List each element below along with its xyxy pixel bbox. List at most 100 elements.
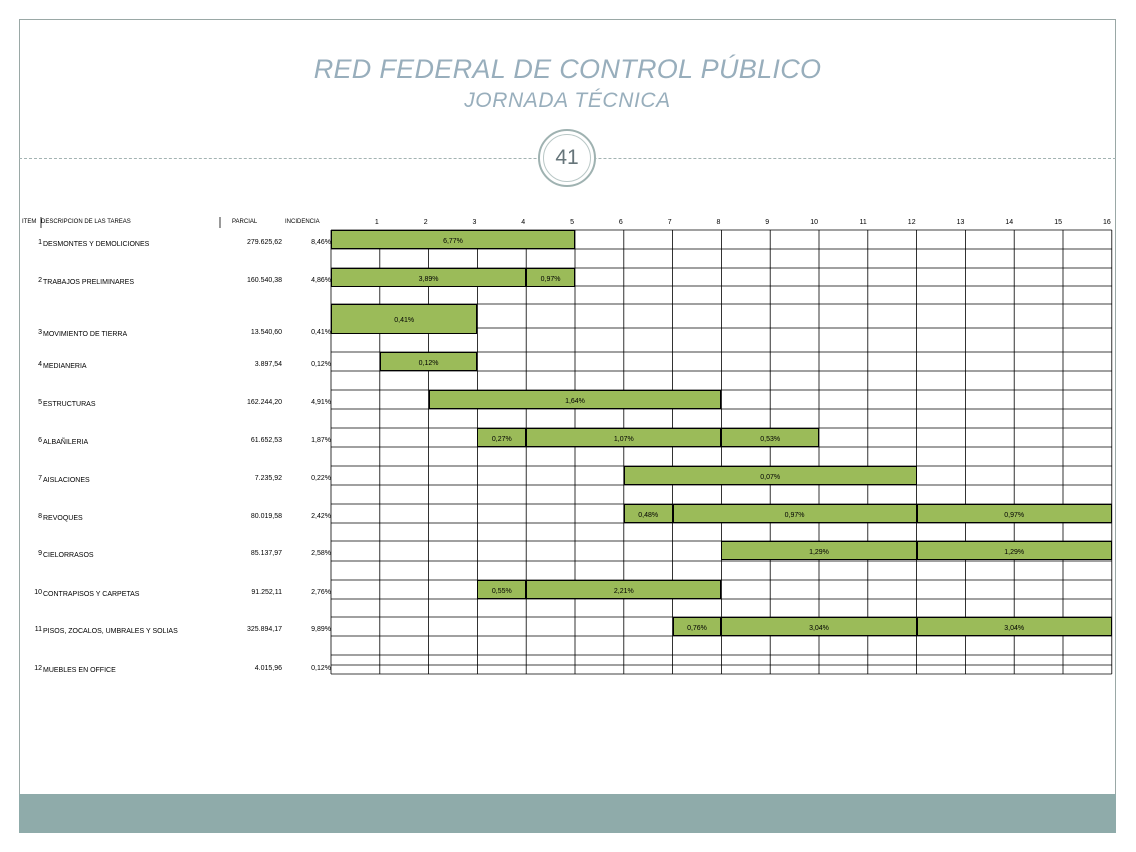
row-partial: 325.894,17 <box>246 626 282 633</box>
header-period: 12 <box>907 219 916 226</box>
gantt-bar-label: 6,77% <box>443 237 463 245</box>
gantt-bar-label: 0,76% <box>687 624 707 632</box>
row-incidence: 2,58% <box>311 550 331 557</box>
slide-subtitle: JORNADA TÉCNICA <box>464 89 671 112</box>
gantt-bar <box>331 304 478 334</box>
row-incidence: 2,76% <box>311 589 331 596</box>
header-partial: PARCIAL <box>232 219 258 225</box>
gantt-bar-label: 2,21% <box>613 587 634 595</box>
gantt-bar-label: 0,97% <box>784 511 805 519</box>
row-item-number: 5 <box>38 399 42 406</box>
gantt-bar-label: 0,07% <box>760 473 781 481</box>
gantt-bar-label: 3,89% <box>418 275 439 283</box>
header-period: 6 <box>618 219 623 226</box>
gantt-bar <box>721 428 819 447</box>
row-item-number: 8 <box>38 513 42 520</box>
gantt-bar-label: 0,97% <box>540 275 561 283</box>
header-period: 13 <box>956 219 965 226</box>
header-description: DESCRIPCION DE LAS TAREAS <box>41 219 131 225</box>
gantt-bar <box>916 617 1112 636</box>
footer-bar <box>19 794 1116 833</box>
header-period: 8 <box>716 219 721 226</box>
header-period: 4 <box>521 219 526 226</box>
row-partial: 85.137,97 <box>250 550 282 557</box>
row-partial: 162.244,20 <box>246 399 282 406</box>
row-description: PISOS, ZOCALOS, UMBRALES Y SOLIAS <box>43 628 178 635</box>
gantt-bar <box>379 352 478 371</box>
row-incidence: 8,46% <box>311 239 331 246</box>
row-partial: 61.652,53 <box>250 437 282 444</box>
row-item-number: 2 <box>38 277 42 284</box>
gantt-bar-label: 0,55% <box>491 587 512 595</box>
row-partial: 7.235,92 <box>254 475 282 482</box>
gantt-bar-label: 0,12% <box>418 359 439 367</box>
header-period: 14 <box>1005 219 1014 226</box>
row-item-number: 4 <box>38 361 42 368</box>
row-description: ESTRUCTURAS <box>43 401 96 408</box>
gantt-bar <box>721 617 917 636</box>
row-description: MEDIANERIA <box>43 363 87 370</box>
row-partial: 80.019,58 <box>250 513 282 520</box>
row-item-number: 3 <box>38 329 42 336</box>
row-incidence: 0,41% <box>311 329 331 336</box>
header-period: 1 <box>374 219 379 226</box>
gantt-bar-label: 1,07% <box>613 435 634 443</box>
header-period: 11 <box>859 219 867 226</box>
row-item-number: 6 <box>38 437 42 444</box>
header-incidence: INCIDENCIA <box>285 219 320 225</box>
row-incidence: 1,87% <box>311 437 331 444</box>
gantt-bar <box>428 390 722 409</box>
gantt-bar <box>672 504 917 523</box>
row-incidence: 4,91% <box>311 399 331 406</box>
header-period: 7 <box>667 219 672 226</box>
row-partial: 91.252,11 <box>251 589 282 596</box>
gantt-bar <box>331 268 527 287</box>
gantt-bar <box>672 617 722 636</box>
page-number: 41 <box>543 134 591 182</box>
gantt-bar <box>331 230 575 249</box>
row-description: MUEBLES EN OFFICE <box>43 667 116 674</box>
row-description: CIELORRASOS <box>43 552 94 559</box>
header-item: ITEM <box>22 219 37 225</box>
gantt-bar <box>526 580 722 599</box>
gantt-bar-label: 0,41% <box>394 317 415 324</box>
row-item-number: 9 <box>38 550 42 557</box>
gantt-bar-label: 3,04% <box>809 624 829 632</box>
gantt-bar-label: 0,27% <box>491 435 512 443</box>
header-period: 10 <box>810 219 818 226</box>
gantt-bar <box>916 541 1112 560</box>
row-item-number: 7 <box>38 475 42 482</box>
row-description: TRABAJOS PRELIMINARES <box>43 279 135 286</box>
row-partial: 3.897,54 <box>254 361 282 368</box>
gantt-bar <box>477 580 527 599</box>
slide-title: RED FEDERAL DE CONTROL PÚBLICO <box>313 54 822 84</box>
gantt-bar <box>526 428 722 447</box>
header-period: 5 <box>570 219 574 226</box>
gantt-bar-label: 1,29% <box>1004 548 1025 556</box>
row-incidence: 2,42% <box>311 513 331 520</box>
header-period: 15 <box>1054 219 1062 226</box>
row-description: AISLACIONES <box>43 477 90 484</box>
row-item-number: 11 <box>34 626 42 633</box>
row-incidence: 9,89% <box>311 626 331 633</box>
row-partial: 160.540,38 <box>246 277 282 284</box>
row-item-number: 12 <box>34 665 42 672</box>
row-partial: 4.015,96 <box>254 665 282 672</box>
gantt-bar <box>477 428 527 447</box>
gantt-bar <box>916 504 1112 523</box>
row-incidence: 0,12% <box>311 361 331 368</box>
gantt-bar-label: 0,48% <box>638 511 659 519</box>
row-partial: 279.625,62 <box>246 239 282 246</box>
gantt-bar-label: 0,53% <box>760 435 781 443</box>
gantt-bar <box>721 541 917 560</box>
header-period: 9 <box>765 219 770 226</box>
row-incidence: 0,12% <box>311 665 331 672</box>
row-description: CONTRAPISOS Y CARPETAS <box>43 591 140 598</box>
row-description: DESMONTES Y DEMOLICIONES <box>43 241 150 248</box>
header-period: 16 <box>1103 219 1111 226</box>
gantt-bar-label: 0,97% <box>1004 511 1025 519</box>
gantt-bar <box>526 268 575 287</box>
gantt-bar <box>623 504 673 523</box>
row-incidence: 0,22% <box>311 475 331 482</box>
